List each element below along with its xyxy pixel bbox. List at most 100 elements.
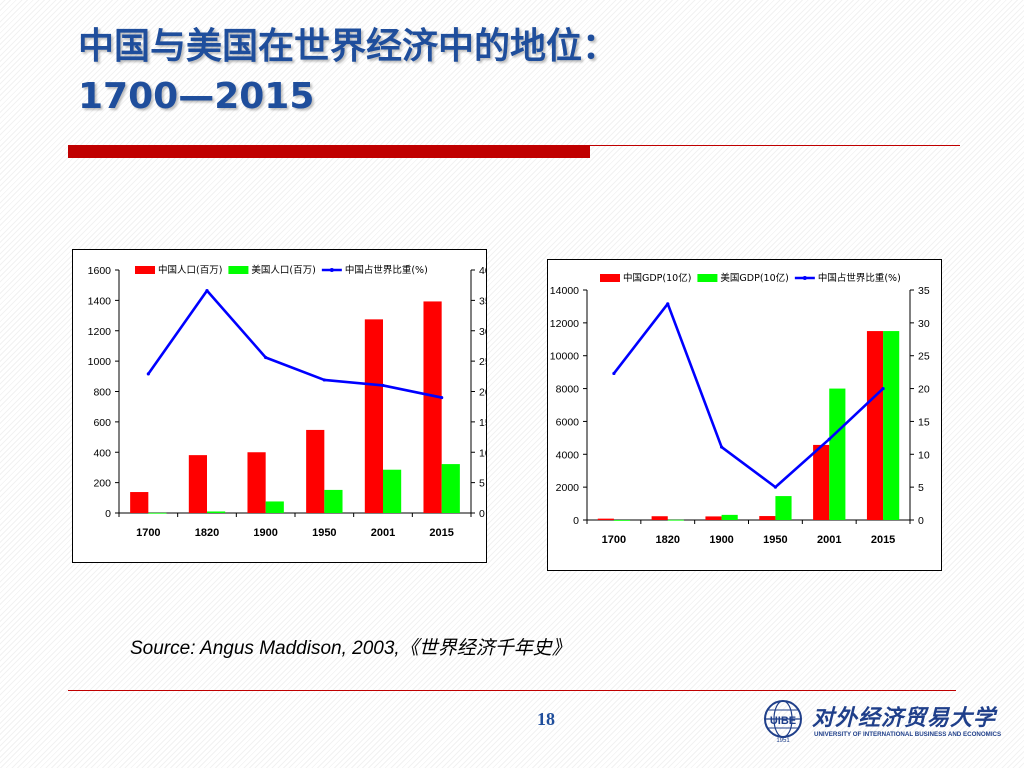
bar-usa [383,469,402,513]
logo-abbr: UIBE [770,715,796,727]
bar-usa [721,514,738,520]
china-share-point [205,289,209,293]
bar-china [759,516,776,520]
bar-china [364,319,383,513]
left-tick-label: 1400 [88,295,112,307]
population-chart-svg: 0 200 400 600 800 1000 1200 1400 1600 0 5 10 15 20 25 3… [88,264,486,539]
right-tick-label: 15 [479,417,486,429]
left-tick-label: 10000 [550,351,579,363]
bar-china [813,444,830,520]
x-tick-label: 1820 [656,534,680,546]
right-tick-label: 40 [479,265,486,277]
left-tick-label: 600 [93,417,111,429]
china-share-point [612,371,616,376]
bar-china [705,516,722,520]
x-tick-label: 2001 [817,534,841,546]
bar-china [423,301,442,513]
x-tick-label: 1950 [312,527,336,539]
logo-year: 1951 [776,738,790,744]
left-tick-label: 4000 [556,449,580,461]
left-tick-label: 0 [105,508,111,520]
bar-usa [613,519,631,521]
bar-usa [667,519,684,521]
x-tick-label: 2015 [871,534,895,546]
university-logo: UIBE 1951 对外经济贸易大学 UNIVERSITY OF INTERNA… [760,698,1001,746]
bar-china [651,516,668,520]
title-rule [68,145,960,159]
logo-chinese-name: 对外经济贸易大学 [812,705,997,731]
bar-china [306,429,325,513]
left-tick-label: 0 [573,515,579,527]
bar-china [597,518,614,520]
gdp-chart: 0 2000 4000 6000 8000 10000 12000 14000 0 5 10 15 20… [547,259,942,571]
right-tick-label: 10 [918,449,930,461]
legend-label: 中国人口(百万) [158,264,222,276]
right-tick-label: 25 [479,356,486,368]
title-rule-thin [590,145,960,146]
china-share-point [827,437,831,441]
right-tick-label: 35 [918,285,930,297]
globe-seal-icon: UIBE 1951 [764,700,802,744]
page-number: 18 [537,709,555,729]
right-tick-label: 25 [918,351,930,363]
china-share-point [146,372,150,376]
x-tick-label: 2001 [371,527,395,539]
bar-usa [775,496,792,520]
china-share-point [881,386,885,391]
gdp-chart-svg: 0 2000 4000 6000 8000 10000 12000 14000 0 5 10 15 20… [550,272,930,546]
left-tick-label: 1200 [88,326,112,338]
x-tick-label: 1820 [195,527,219,539]
right-tick-label: 10 [479,447,486,459]
china-share-line [147,289,442,399]
legend-swatch-point [802,276,807,280]
left-tick-label: 1600 [88,265,112,277]
slide-title-line1: 中国与美国在世界经济中的地位： [78,26,619,67]
bar-china [130,492,149,513]
legend-swatch-bar [600,274,620,282]
logo-english-name: UNIVERSITY OF INTERNATIONAL BUSINESS AND… [814,731,1002,738]
x-tick-label: 1900 [709,534,733,546]
source-citation: Source: Angus Maddison, 2003,《世界经济千年史》 [130,638,571,659]
bar-usa [207,511,226,513]
x-tick-label: 1700 [136,527,160,539]
left-tick-label: 12000 [550,318,579,330]
legend-label: 美国人口(百万) [251,264,315,276]
china-share-point [440,395,444,400]
population-chart: 0 200 400 600 800 1000 1200 1400 1600 0 5 10 15 20 25 3… [72,249,487,563]
bar-usa [148,512,167,514]
bar-usa [441,464,460,513]
bar-usa [324,489,343,513]
china-share-point [666,302,670,306]
right-tick-label: 0 [479,508,485,520]
legend-label: 中国占世界比重(%) [818,272,901,284]
bar-usa [883,331,900,520]
title-rule-thick [68,145,590,158]
x-tick-label: 1950 [763,534,787,546]
left-tick-label: 800 [93,387,111,399]
left-tick-label: 2000 [556,482,580,494]
left-tick-label: 14000 [550,285,579,297]
right-tick-label: 20 [479,387,486,399]
bar-usa [265,501,284,513]
legend-swatch-bar [135,266,155,274]
right-tick-label: 20 [918,384,930,396]
bar-usa [829,388,846,520]
right-tick-label: 5 [479,478,485,490]
china-share-point [264,355,268,360]
china-share-point [719,445,724,449]
x-tick-label: 1700 [602,534,626,546]
left-tick-label: 400 [93,447,111,459]
left-tick-label: 8000 [556,384,580,396]
footer-rule [68,690,956,691]
left-tick-label: 200 [93,478,111,490]
right-tick-label: 15 [918,416,930,428]
china-share-point [322,378,326,382]
x-tick-label: 2015 [429,527,453,539]
bar-china [866,331,884,520]
legend-label: 中国GDP(10亿) [623,272,691,284]
left-tick-label: 1000 [88,356,112,368]
bar-china [188,455,207,513]
slide-title-line2: 1700—2015 [78,76,315,117]
china-share-point [773,485,778,489]
right-tick-label: 35 [479,295,486,307]
